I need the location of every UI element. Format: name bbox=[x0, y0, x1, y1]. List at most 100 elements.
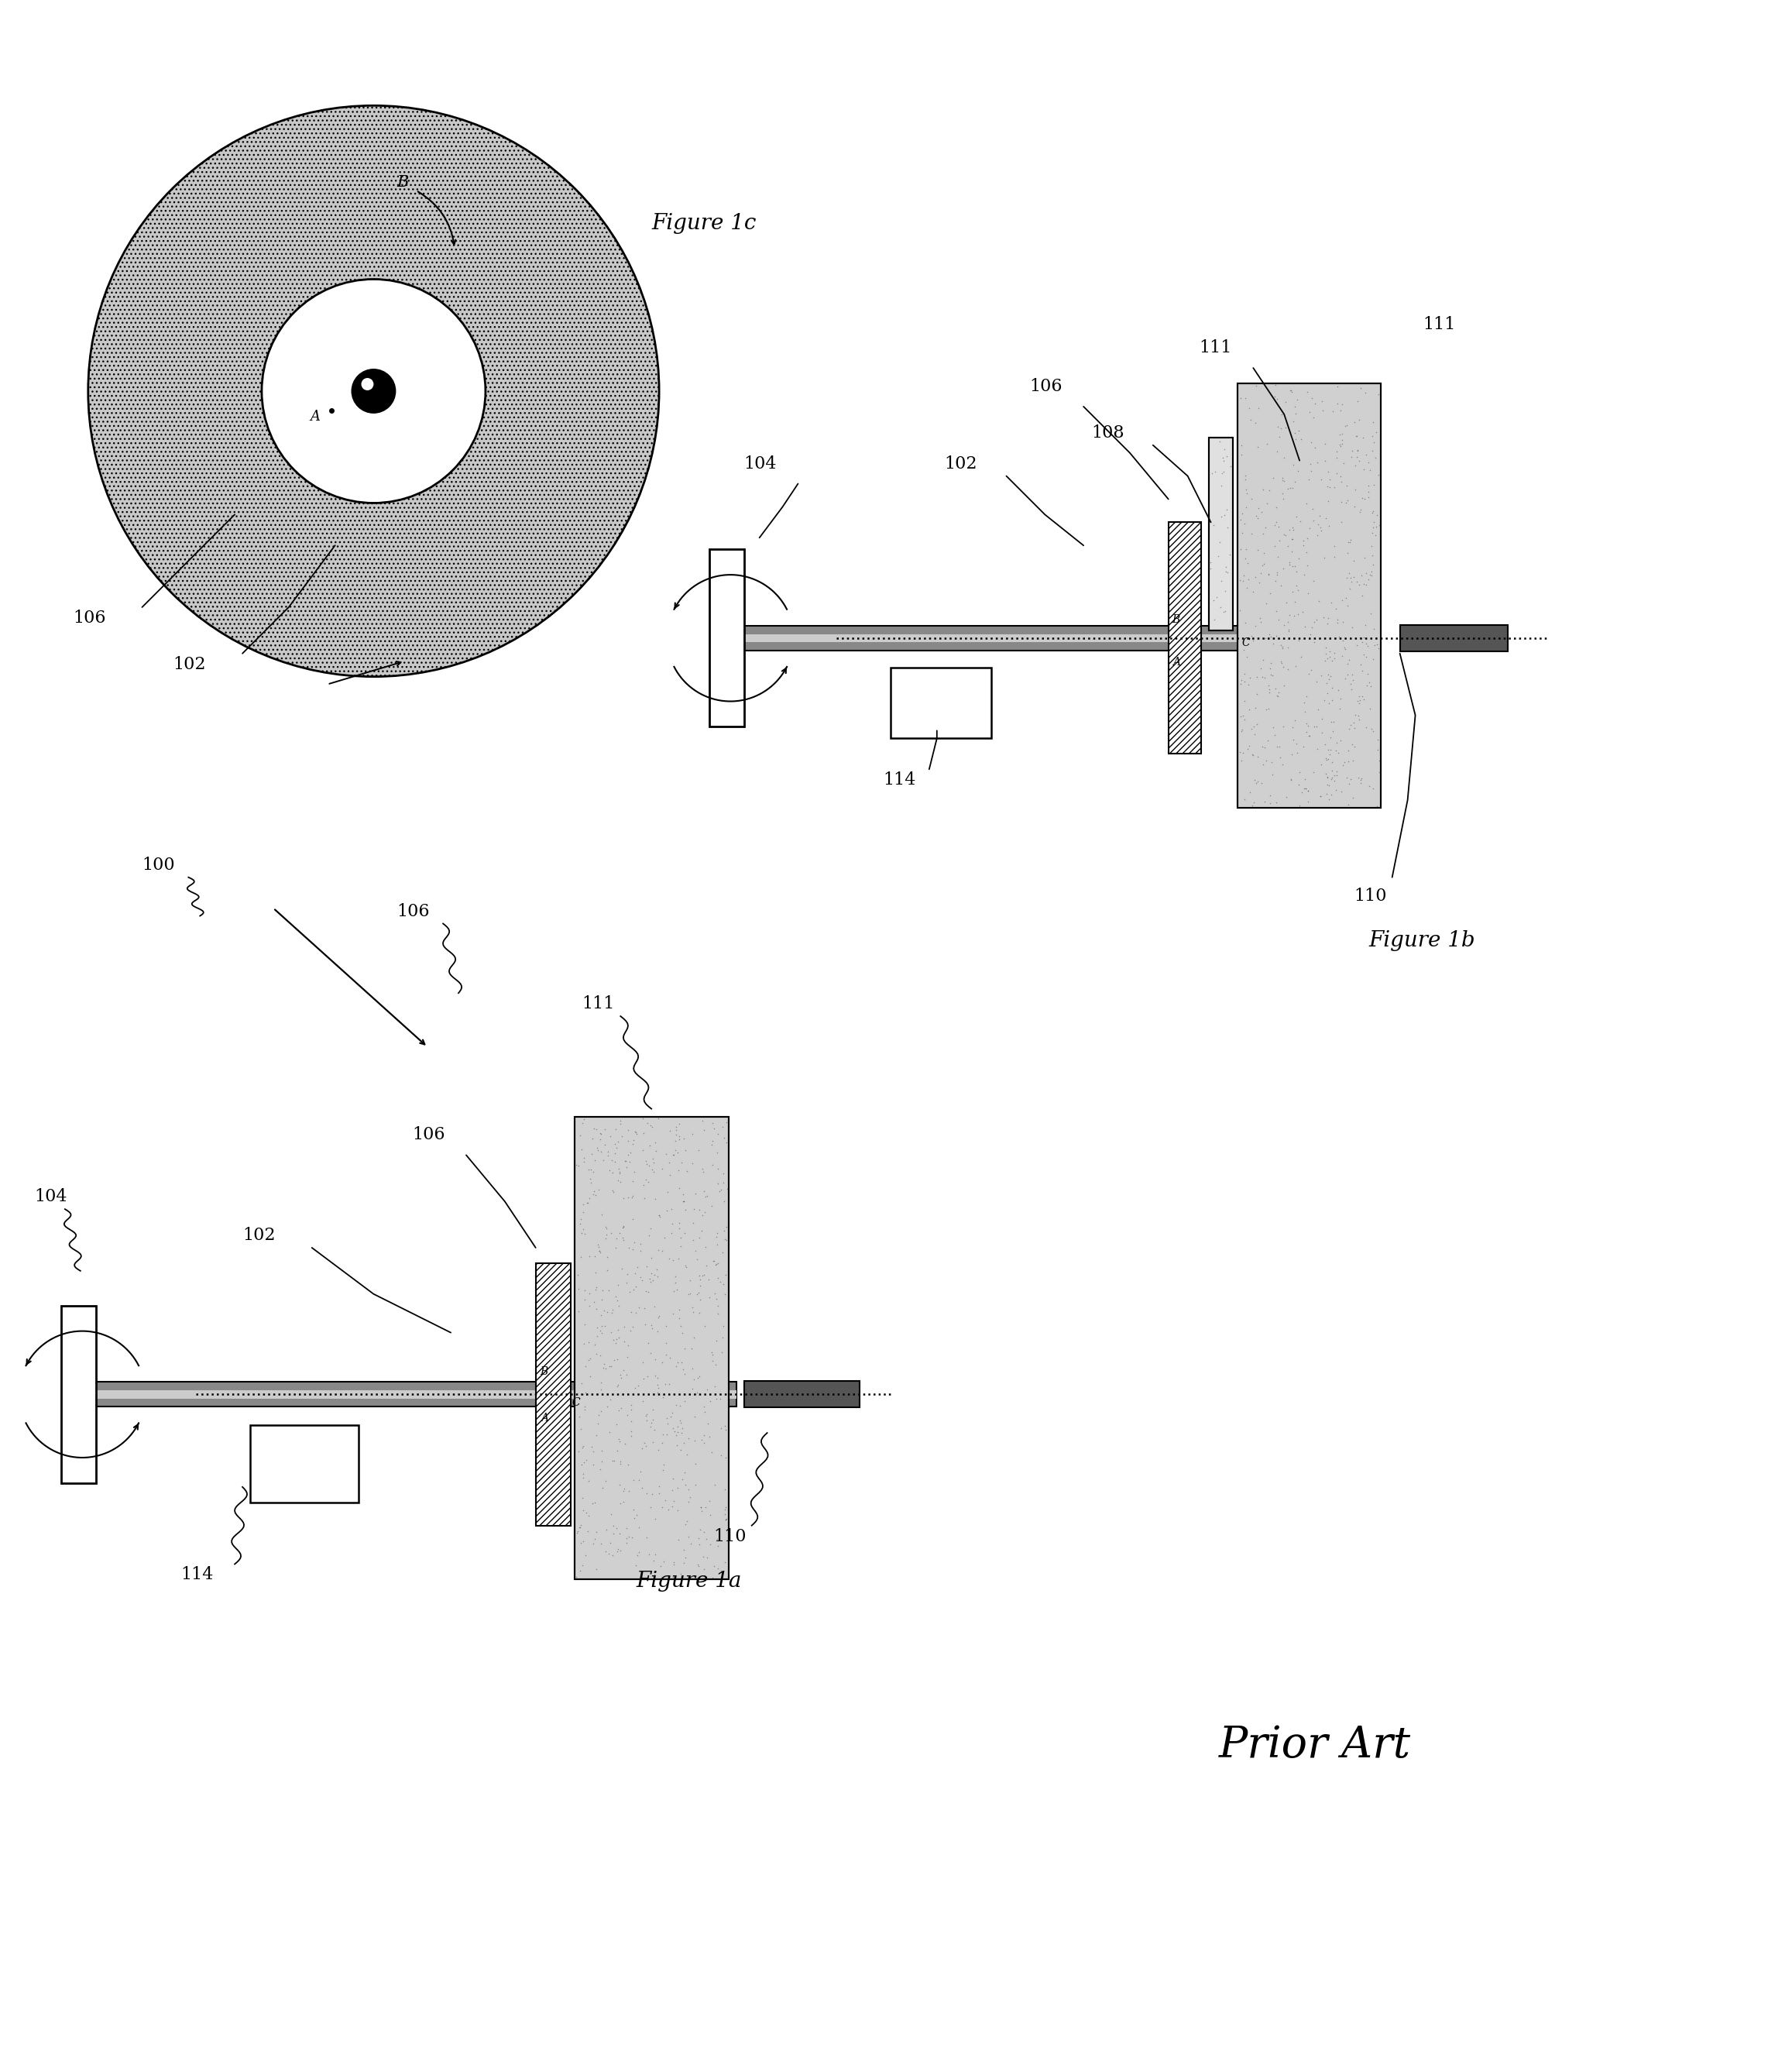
Point bbox=[1262, 384, 1290, 417]
Point bbox=[1256, 620, 1285, 653]
Point bbox=[679, 1296, 708, 1329]
Point bbox=[570, 1393, 599, 1425]
Point bbox=[1326, 692, 1355, 725]
Point bbox=[690, 1540, 719, 1573]
Point bbox=[606, 1105, 634, 1138]
Point bbox=[667, 1230, 695, 1263]
Point bbox=[1328, 464, 1357, 497]
Point bbox=[604, 1368, 633, 1401]
Point bbox=[1339, 707, 1367, 739]
Point bbox=[629, 1134, 658, 1167]
Point bbox=[575, 1241, 604, 1273]
Point bbox=[685, 1528, 713, 1561]
Point bbox=[697, 1189, 726, 1222]
Point bbox=[679, 1321, 708, 1354]
Point bbox=[1285, 542, 1314, 575]
Point bbox=[658, 1397, 686, 1430]
Point bbox=[1296, 396, 1324, 429]
Point bbox=[654, 1407, 683, 1440]
Point bbox=[674, 1485, 702, 1518]
Point bbox=[1279, 600, 1308, 633]
Point bbox=[564, 1512, 593, 1545]
Point bbox=[1267, 645, 1296, 678]
Point bbox=[663, 1273, 692, 1306]
Point bbox=[1319, 760, 1348, 793]
Point bbox=[1294, 785, 1322, 817]
Point bbox=[692, 1249, 720, 1282]
Point bbox=[1331, 470, 1360, 503]
Point bbox=[627, 1234, 656, 1267]
Point bbox=[681, 1425, 710, 1458]
Text: 100: 100 bbox=[142, 857, 176, 873]
Point bbox=[591, 1465, 620, 1497]
Text: 111: 111 bbox=[582, 996, 615, 1013]
Point bbox=[643, 1434, 672, 1467]
Point bbox=[575, 1360, 604, 1393]
Point bbox=[618, 1232, 647, 1265]
Point bbox=[1364, 733, 1392, 766]
Point bbox=[1299, 503, 1328, 536]
Point bbox=[690, 1308, 719, 1341]
Point bbox=[1346, 493, 1374, 526]
Point bbox=[643, 1376, 672, 1409]
Point bbox=[688, 1105, 717, 1138]
Point bbox=[1269, 711, 1297, 744]
Point bbox=[586, 1366, 615, 1399]
Point bbox=[1335, 713, 1364, 746]
Point bbox=[566, 1526, 595, 1559]
Point bbox=[616, 1296, 645, 1329]
Point bbox=[624, 1465, 652, 1497]
Point bbox=[640, 1290, 668, 1323]
Point bbox=[572, 1538, 600, 1571]
Point bbox=[686, 1269, 715, 1302]
Point bbox=[633, 1477, 661, 1510]
Point bbox=[586, 1528, 615, 1561]
Point bbox=[1305, 585, 1333, 618]
Point bbox=[1342, 419, 1371, 452]
Point bbox=[1310, 602, 1339, 635]
Point bbox=[1229, 507, 1258, 540]
Text: Prior Art: Prior Art bbox=[1219, 1723, 1410, 1766]
Point bbox=[1314, 762, 1342, 795]
Point bbox=[645, 1200, 674, 1232]
Point bbox=[668, 1179, 697, 1212]
Point bbox=[1355, 563, 1383, 596]
Point bbox=[631, 1399, 659, 1432]
Point bbox=[1331, 487, 1360, 520]
Point bbox=[1254, 618, 1283, 651]
Point bbox=[710, 1267, 738, 1300]
Point bbox=[588, 1471, 616, 1504]
Point bbox=[609, 1310, 638, 1343]
Point bbox=[1333, 746, 1362, 778]
Point bbox=[1290, 694, 1319, 727]
Point bbox=[1322, 435, 1351, 468]
Point bbox=[563, 1516, 591, 1549]
Point bbox=[1326, 460, 1355, 493]
Point bbox=[679, 1364, 708, 1397]
Point bbox=[586, 1234, 615, 1267]
Point bbox=[622, 1117, 650, 1150]
Point bbox=[661, 1111, 690, 1144]
Point bbox=[588, 1197, 616, 1230]
Point bbox=[1339, 781, 1367, 813]
Point bbox=[1256, 651, 1285, 684]
Point bbox=[604, 1321, 633, 1354]
Point bbox=[1263, 559, 1292, 592]
Point bbox=[572, 1349, 600, 1382]
Point bbox=[667, 1407, 695, 1440]
Point bbox=[631, 1163, 659, 1195]
Point bbox=[597, 1349, 625, 1382]
Point bbox=[695, 1421, 724, 1454]
Point bbox=[1294, 657, 1322, 690]
Point bbox=[620, 1156, 649, 1189]
Point bbox=[1349, 620, 1378, 653]
Point bbox=[665, 1389, 694, 1421]
Point bbox=[599, 1510, 627, 1543]
Point bbox=[615, 1232, 643, 1265]
Point bbox=[625, 1261, 654, 1294]
Point bbox=[593, 1514, 622, 1547]
Point bbox=[1317, 762, 1346, 795]
Point bbox=[685, 1134, 713, 1167]
Point bbox=[1333, 536, 1362, 569]
Point bbox=[604, 1284, 633, 1317]
